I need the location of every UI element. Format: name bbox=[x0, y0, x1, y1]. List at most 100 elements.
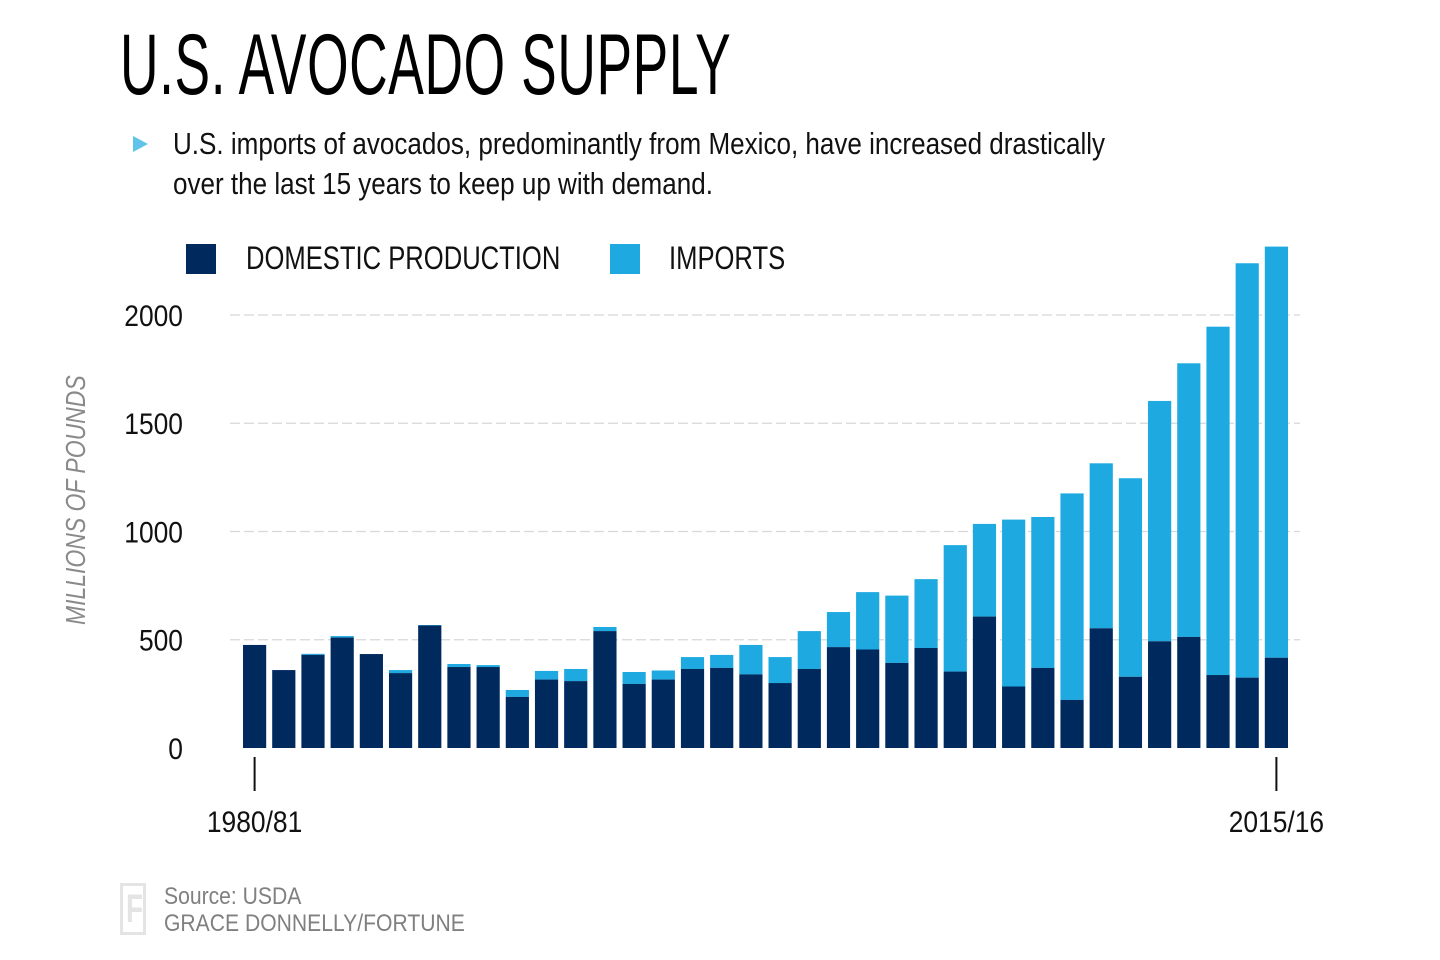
legend-swatch-imports bbox=[610, 244, 640, 274]
bar-group bbox=[680, 657, 705, 748]
bar-group bbox=[447, 663, 471, 748]
legend-label-domestic: DOMESTIC PRODUCTION bbox=[246, 240, 561, 276]
bar-domestic bbox=[1089, 628, 1113, 748]
y-tick-labels: 0 500 1000 1500 2000 bbox=[124, 298, 183, 765]
bar-group bbox=[1118, 478, 1143, 748]
bar-imports bbox=[1118, 478, 1143, 677]
bar-domestic bbox=[447, 667, 471, 748]
subtitle-line-1: U.S. imports of avocados, predominantly … bbox=[173, 126, 1106, 161]
bar-imports bbox=[1060, 493, 1084, 700]
bar-domestic bbox=[680, 668, 705, 748]
bar-group bbox=[359, 654, 383, 748]
bar-domestic bbox=[710, 667, 734, 748]
bar-group bbox=[826, 612, 851, 748]
bar-domestic bbox=[1031, 667, 1055, 748]
bar-imports bbox=[1177, 363, 1201, 637]
bar-group bbox=[1177, 363, 1201, 748]
bar-domestic bbox=[593, 631, 617, 748]
bar-imports bbox=[739, 644, 763, 675]
bar-group bbox=[564, 668, 588, 748]
bar-domestic bbox=[1148, 641, 1172, 748]
bar-imports bbox=[885, 595, 909, 663]
bar-domestic bbox=[856, 649, 880, 748]
bar-group bbox=[272, 670, 296, 748]
x-tick-label: 2015/16 bbox=[1229, 804, 1324, 838]
bar-group bbox=[856, 592, 880, 748]
bar-group bbox=[885, 595, 909, 748]
bar-group bbox=[388, 670, 413, 748]
bar-imports bbox=[1235, 263, 1259, 678]
bar-domestic bbox=[243, 644, 267, 748]
triangle-right-icon bbox=[133, 136, 148, 152]
bar-domestic bbox=[330, 637, 354, 748]
y-tick-label: 500 bbox=[139, 623, 183, 657]
bar-group bbox=[505, 689, 529, 748]
bar-domestic bbox=[388, 673, 413, 748]
bar-domestic bbox=[1060, 699, 1084, 748]
bar-imports bbox=[1264, 246, 1288, 658]
bar-group bbox=[1206, 326, 1230, 748]
y-tick-label: 0 bbox=[168, 731, 183, 765]
bar-domestic bbox=[564, 681, 588, 748]
bar-domestic bbox=[534, 679, 559, 748]
bar-imports bbox=[593, 626, 617, 632]
bar-group bbox=[972, 523, 997, 748]
bar-imports bbox=[797, 631, 821, 669]
bar-imports bbox=[680, 657, 705, 669]
bar-domestic bbox=[1235, 677, 1259, 748]
bar-group bbox=[330, 636, 354, 748]
bar-imports bbox=[388, 670, 413, 674]
bar-group bbox=[1031, 516, 1055, 748]
bar-group bbox=[1235, 263, 1259, 748]
bar-imports bbox=[1002, 519, 1026, 687]
bar-imports bbox=[505, 689, 529, 697]
x-ticks: 1980/81 2015/16 bbox=[207, 757, 1324, 838]
source-text: Source: USDA bbox=[164, 883, 302, 910]
bar-group bbox=[1089, 463, 1113, 748]
bar-domestic bbox=[476, 667, 500, 748]
fortune-logo-icon: F bbox=[120, 883, 146, 935]
y-tick-label: 2000 bbox=[124, 298, 183, 332]
bar-imports bbox=[1089, 463, 1113, 629]
bar-group bbox=[1148, 400, 1172, 748]
bar-imports bbox=[564, 668, 588, 682]
y-tick-label: 1500 bbox=[124, 407, 183, 441]
bar-domestic bbox=[1002, 686, 1026, 748]
bar-imports bbox=[710, 654, 734, 668]
bar-domestic bbox=[1206, 675, 1230, 748]
bar-imports bbox=[826, 612, 851, 648]
bar-domestic bbox=[1264, 657, 1288, 748]
bar-domestic bbox=[418, 625, 442, 748]
bars bbox=[243, 246, 1288, 748]
bar-group bbox=[768, 657, 792, 748]
bar-group bbox=[914, 579, 938, 748]
bar-group bbox=[1060, 493, 1084, 748]
chart-subtitle: U.S. imports of avocados, predominantly … bbox=[173, 124, 1105, 204]
bar-group bbox=[797, 631, 821, 748]
bar-group bbox=[593, 626, 617, 748]
legend-label-imports: IMPORTS bbox=[669, 240, 786, 276]
bar-domestic bbox=[739, 674, 763, 748]
bar-group bbox=[476, 665, 500, 748]
bar-domestic bbox=[972, 616, 997, 748]
bar-imports bbox=[972, 523, 997, 617]
bar-domestic bbox=[1118, 676, 1143, 748]
bar-domestic bbox=[885, 662, 909, 748]
bar-group bbox=[534, 670, 559, 748]
bar-domestic bbox=[943, 671, 967, 748]
bar-imports bbox=[330, 636, 354, 638]
bar-imports bbox=[534, 670, 559, 680]
bar-imports bbox=[856, 592, 880, 650]
y-tick-label: 1000 bbox=[124, 515, 183, 549]
x-tick-label: 1980/81 bbox=[207, 804, 302, 838]
bar-domestic bbox=[651, 679, 675, 748]
bar-group bbox=[622, 672, 646, 748]
bar-imports bbox=[651, 670, 675, 680]
bar-group bbox=[943, 545, 967, 748]
bar-group bbox=[243, 644, 267, 748]
bar-domestic bbox=[797, 668, 821, 748]
bar-imports bbox=[301, 653, 325, 655]
bar-imports bbox=[1206, 326, 1230, 676]
bar-domestic bbox=[272, 670, 296, 748]
